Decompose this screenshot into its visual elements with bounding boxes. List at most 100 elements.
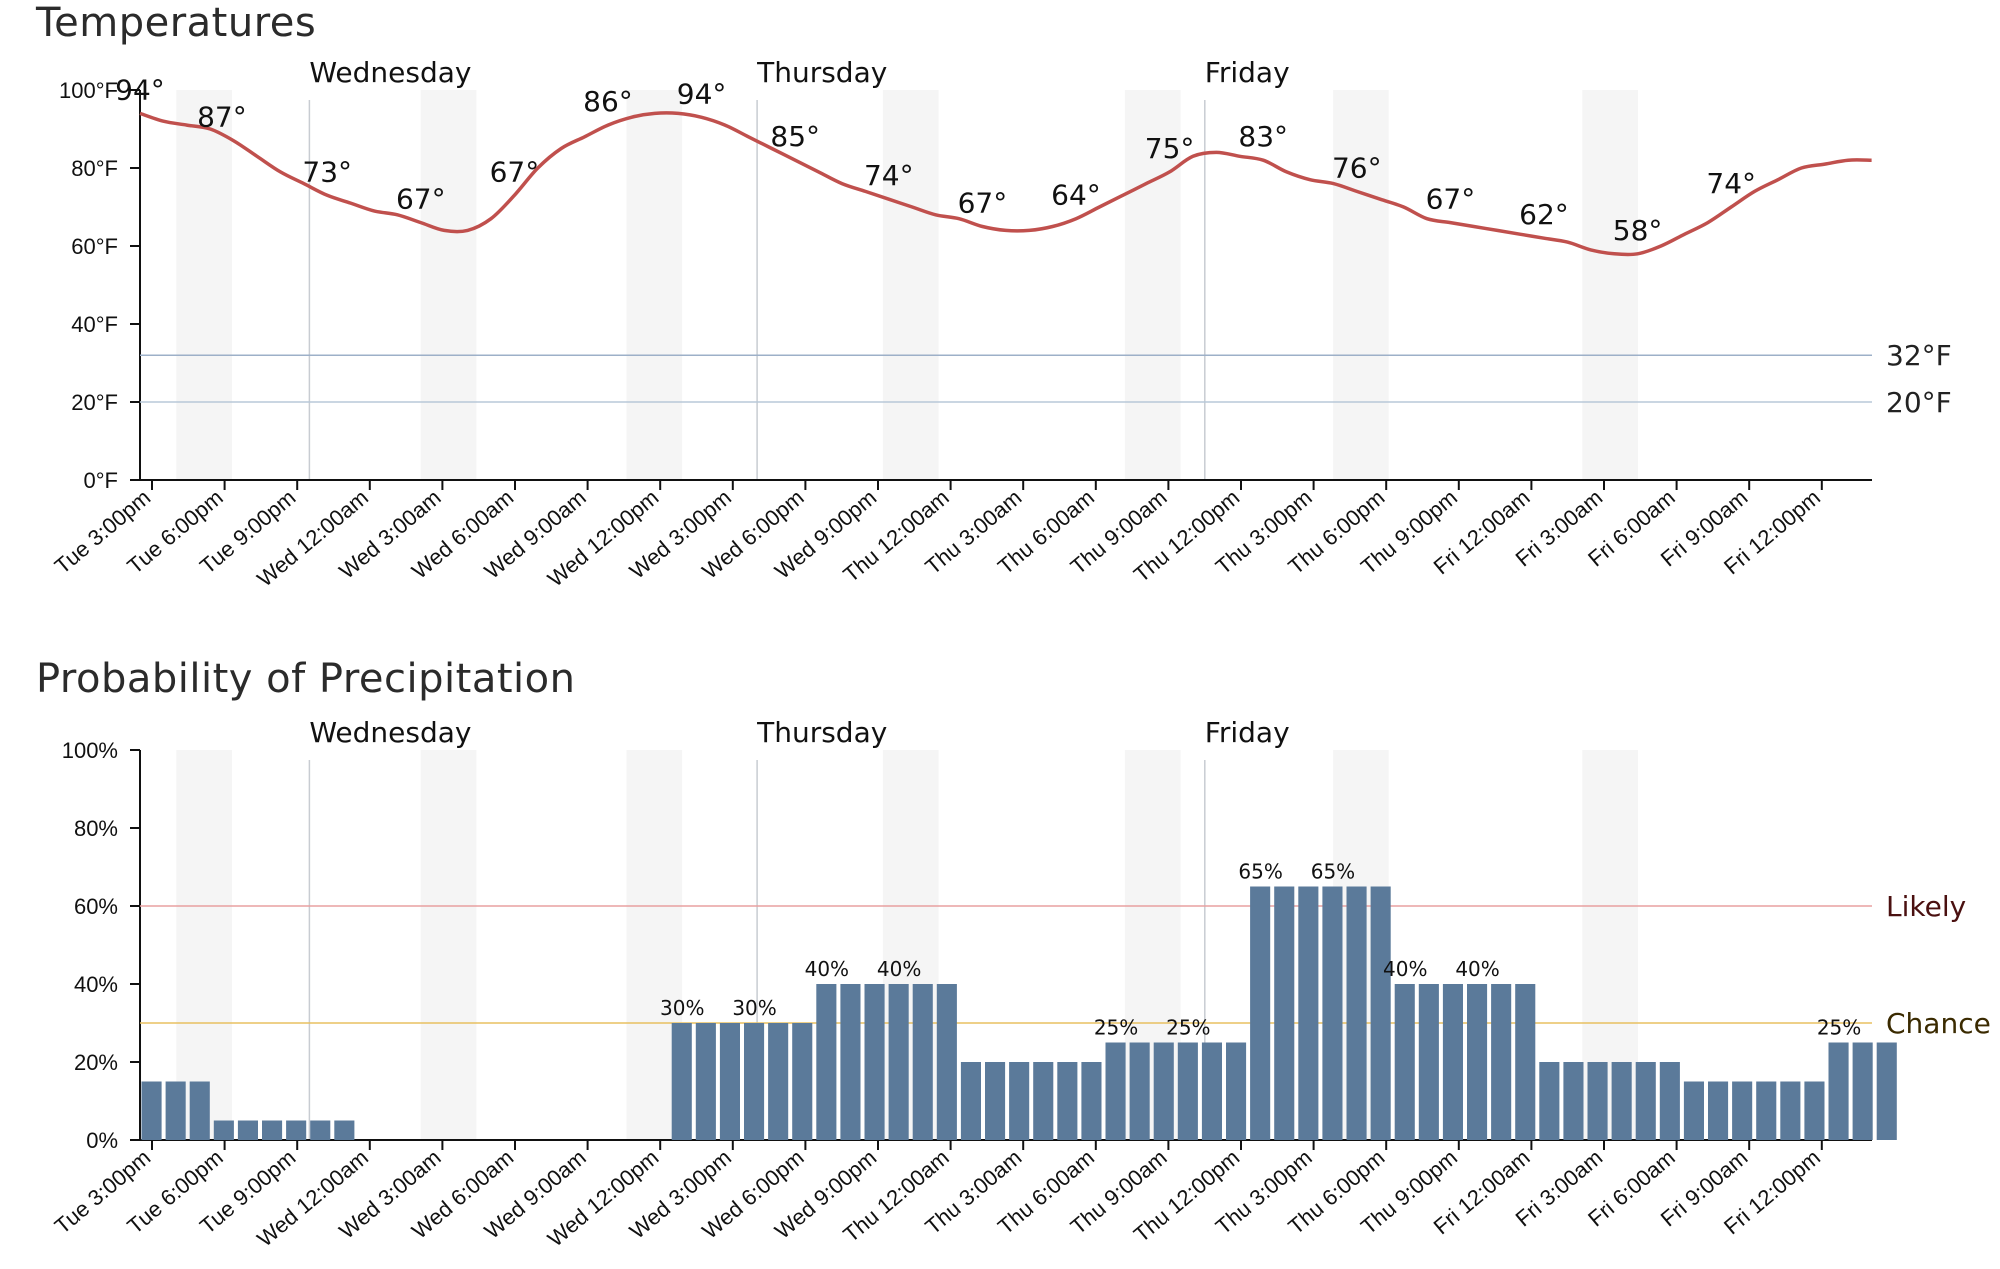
precipitation-bar	[286, 1120, 307, 1140]
precipitation-bar	[695, 1023, 716, 1140]
day-label: Wednesday	[309, 716, 471, 749]
precipitation-chart-title: Probability of Precipitation	[36, 656, 576, 702]
precipitation-data-label: 40%	[805, 957, 849, 981]
temperature-data-label: 62°	[1519, 198, 1569, 231]
precipitation-bar	[1756, 1081, 1777, 1140]
night-band	[882, 90, 939, 480]
reference-line-label: 32°F	[1886, 339, 1952, 372]
precipitation-bar	[1515, 984, 1536, 1140]
night-band	[176, 750, 232, 1140]
night-band	[176, 90, 232, 480]
temperature-data-label: 67°	[396, 183, 446, 216]
y-tick-label: 60%	[74, 894, 118, 919]
night-band	[420, 90, 477, 480]
precipitation-data-label: 40%	[1383, 957, 1427, 981]
precipitation-bar	[816, 984, 837, 1140]
precipitation-chart: Wednesday Thursday Friday 0% 20% 40% 60% 80% 100…	[50, 716, 1991, 1252]
precipitation-data-label: 40%	[1455, 957, 1499, 981]
precipitation-bar	[141, 1081, 162, 1140]
precipitation-bar	[1057, 1062, 1078, 1140]
precipitation-bar	[671, 1023, 692, 1140]
precipitation-bar	[189, 1081, 210, 1140]
precipitation-bar	[936, 984, 957, 1140]
night-band	[1333, 90, 1389, 480]
precipitation-bar	[744, 1023, 765, 1140]
night-band	[626, 90, 683, 480]
day-label: Friday	[1205, 56, 1290, 89]
precipitation-bar	[1780, 1081, 1801, 1140]
precipitation-bar	[1828, 1042, 1849, 1140]
precipitation-bar	[1033, 1062, 1054, 1140]
temperature-data-label: 64°	[1051, 179, 1101, 212]
temperature-data-label: 87°	[197, 101, 247, 134]
precipitation-bar	[213, 1120, 234, 1140]
precipitation-bar	[912, 984, 933, 1140]
y-tick-label: 0%	[86, 1128, 118, 1153]
reference-line-label: Likely	[1886, 890, 1966, 923]
y-tick-label: 40%	[74, 972, 118, 997]
precipitation-bar	[719, 1023, 740, 1140]
precipitation-bar	[1322, 886, 1343, 1140]
precipitation-bar	[1467, 984, 1488, 1140]
precipitation-bar	[237, 1120, 258, 1140]
day-label: Wednesday	[309, 56, 471, 89]
precipitation-bar	[1105, 1042, 1126, 1140]
precipitation-data-label: 30%	[732, 996, 776, 1020]
y-tick-label: 100%	[62, 738, 118, 763]
temperature-data-label: 67°	[490, 155, 540, 188]
precipitation-bar	[888, 984, 909, 1140]
temperature-data-label: 76°	[1332, 151, 1382, 184]
night-band	[420, 750, 477, 1140]
y-tick-label: 80°F	[71, 156, 118, 181]
night-band	[1582, 90, 1638, 480]
precipitation-bar	[1129, 1042, 1150, 1140]
precipitation-bar	[768, 1023, 789, 1140]
y-tick-label: 100°F	[59, 78, 118, 103]
temperature-data-label: 67°	[1426, 183, 1476, 216]
precipitation-data-label: 30%	[660, 996, 704, 1020]
precipitation-bar	[840, 984, 861, 1140]
y-tick-label: 20%	[74, 1050, 118, 1075]
precipitation-bar	[1852, 1042, 1873, 1140]
precipitation-data-label: 40%	[877, 957, 921, 981]
temperature-data-label: 86°	[583, 85, 633, 118]
precipitation-bar	[1539, 1062, 1560, 1140]
precipitation-bar	[1009, 1062, 1030, 1140]
precipitation-bar	[1635, 1062, 1656, 1140]
precipitation-data-label: 25%	[1094, 1016, 1138, 1040]
precipitation-bar	[262, 1120, 283, 1140]
temperature-data-label: 73°	[302, 155, 352, 188]
precipitation-bar	[985, 1062, 1006, 1140]
precipitation-bar	[1611, 1062, 1632, 1140]
precipitation-data-label: 25%	[1817, 1016, 1861, 1040]
precipitation-bar	[1298, 886, 1319, 1140]
temperature-chart: Wednesday Thursday Friday 0°F 20°F 40°F 60°F 80…	[50, 56, 1952, 592]
precipitation-bar	[1876, 1042, 1897, 1140]
precipitation-data-label: 65%	[1238, 860, 1282, 884]
day-label: Thursday	[756, 716, 887, 749]
precipitation-bar	[1563, 1062, 1584, 1140]
temperature-data-label: 74°	[1706, 167, 1756, 200]
temperature-data-label: 94°	[115, 73, 165, 106]
precipitation-bar	[1804, 1081, 1825, 1140]
precipitation-bar	[1153, 1042, 1174, 1140]
night-band	[1124, 90, 1181, 480]
temperature-data-label: 67°	[958, 187, 1008, 220]
temperature-data-label: 75°	[1145, 132, 1195, 165]
temperature-data-label: 83°	[1238, 120, 1288, 153]
precipitation-bar	[1250, 886, 1271, 1140]
precipitation-bar	[1683, 1081, 1704, 1140]
reference-line-label: Chance	[1886, 1007, 1991, 1040]
day-label: Friday	[1205, 716, 1290, 749]
precipitation-bar	[1394, 984, 1415, 1140]
temperature-line	[139, 111, 1872, 257]
precipitation-bar	[334, 1120, 355, 1140]
precipitation-data-label: 25%	[1166, 1016, 1210, 1040]
y-tick-label: 40°F	[71, 312, 118, 337]
temperature-data-label: 85°	[770, 120, 820, 153]
precipitation-bar	[1708, 1081, 1729, 1140]
precipitation-bar	[1418, 984, 1439, 1140]
precipitation-bar	[1732, 1081, 1753, 1140]
reference-line-label: 20°F	[1886, 386, 1952, 419]
precipitation-bar	[960, 1062, 981, 1140]
